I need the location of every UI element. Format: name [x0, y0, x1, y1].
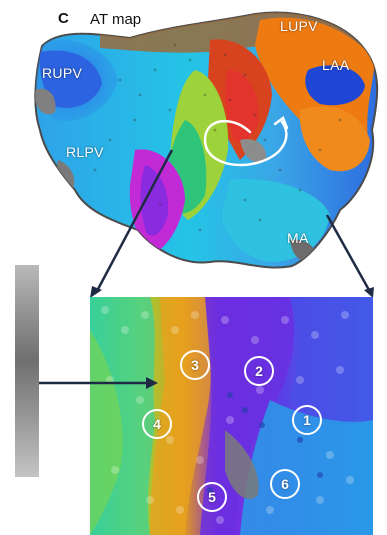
region-marker-6: 6	[270, 469, 300, 499]
region-marker-4: 4	[142, 409, 172, 439]
zoom-connector-left-head	[90, 286, 102, 298]
label-laa: LAA	[322, 57, 350, 73]
region-marker-2: 2	[244, 356, 274, 386]
zoom-connector-right-head	[364, 287, 374, 298]
label-rupv: RUPV	[42, 65, 83, 81]
zoom-connector-right	[325, 214, 371, 291]
region-marker-3: 3	[180, 350, 210, 380]
panel-title: AT map	[90, 11, 142, 28]
atrium-shell	[34, 11, 379, 269]
label-ma: MA	[287, 230, 309, 246]
scale-pointer-head	[146, 377, 158, 389]
reentry-circuit-arrow	[203, 119, 288, 167]
label-rlpv: RLPV	[66, 144, 104, 160]
reentry-arrowhead	[273, 116, 289, 130]
panel-letter: C	[58, 10, 69, 27]
zoomed-activation-map	[90, 297, 373, 535]
region-marker-1: 1	[292, 405, 322, 435]
electrogram-scale-bar	[15, 265, 39, 477]
region-marker-5: 5	[197, 482, 227, 512]
zoom-connector-left	[95, 149, 174, 292]
label-lupv: LUPV	[280, 18, 318, 34]
